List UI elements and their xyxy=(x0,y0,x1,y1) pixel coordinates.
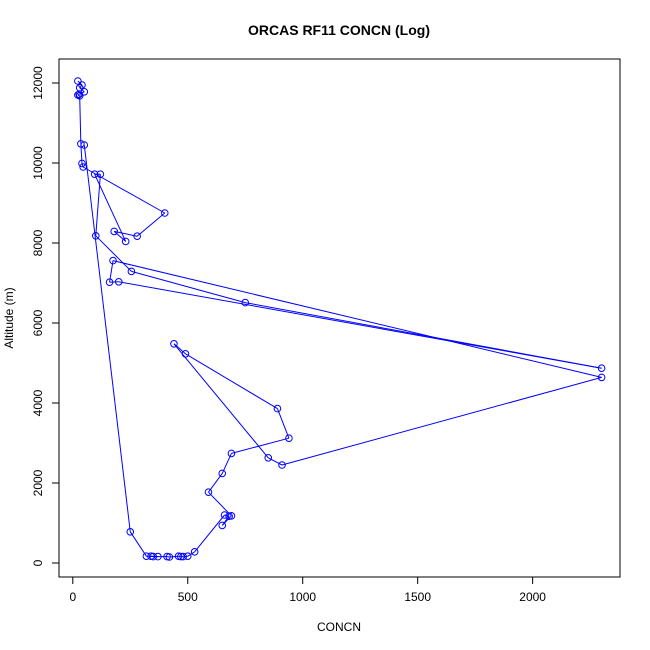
series-points xyxy=(74,77,606,561)
x-tick-label: 0 xyxy=(69,590,76,604)
series-segment xyxy=(221,515,230,526)
plot-frame xyxy=(58,58,621,578)
data-point xyxy=(142,552,151,561)
data-point xyxy=(273,404,282,413)
data-point xyxy=(597,373,606,382)
data-point xyxy=(133,232,141,240)
series-segment xyxy=(95,174,101,236)
data-point xyxy=(170,340,178,348)
data-point xyxy=(278,461,286,469)
data-point xyxy=(90,170,99,178)
y-tick-label: 4000 xyxy=(31,389,45,416)
y-tick-label: 0 xyxy=(31,559,45,566)
series-segment xyxy=(112,260,602,378)
data-point xyxy=(225,512,233,521)
data-point xyxy=(597,364,606,373)
series-segment xyxy=(267,457,283,466)
series-segment xyxy=(136,212,166,237)
series-segment xyxy=(281,376,602,466)
data-point xyxy=(80,141,89,149)
data-point xyxy=(163,552,171,561)
data-point xyxy=(105,278,114,287)
data-point xyxy=(126,528,135,536)
series-segment xyxy=(113,231,127,242)
data-point xyxy=(75,92,84,100)
y-tick-label: 12000 xyxy=(31,66,45,100)
y-axis: 0 2000 4000 6000 8000 10000 12000 xyxy=(31,66,60,566)
series-segment xyxy=(187,551,195,557)
data-point xyxy=(241,298,250,307)
y-tick-label: 10000 xyxy=(31,146,45,180)
data-point xyxy=(179,552,187,561)
data-point xyxy=(109,256,117,265)
x-axis: 0 500 1000 1500 2000 xyxy=(69,576,546,604)
data-point xyxy=(181,350,190,358)
data-point xyxy=(79,163,87,171)
series-segment xyxy=(77,80,83,86)
data-point xyxy=(127,267,136,276)
data-point xyxy=(77,140,85,148)
series-segment xyxy=(276,408,290,439)
y-tick-label: 8000 xyxy=(31,229,45,256)
series-lines xyxy=(77,80,602,558)
series-segment xyxy=(83,144,131,532)
series-segment xyxy=(114,230,138,237)
data-point xyxy=(74,77,82,85)
x-axis-label: CONCN xyxy=(317,620,361,634)
data-point xyxy=(174,552,183,561)
series-segment xyxy=(169,555,179,558)
data-point xyxy=(220,511,229,519)
x-tick-label: 1500 xyxy=(404,590,431,604)
data-point xyxy=(110,227,118,236)
x-tick-label: 1000 xyxy=(289,590,316,604)
series-segment xyxy=(77,94,80,97)
y-axis-label: Altitude (m) xyxy=(2,287,16,348)
data-point xyxy=(264,454,273,462)
x-tick-label: 2000 xyxy=(519,590,546,604)
data-point xyxy=(190,548,199,556)
data-point xyxy=(114,278,123,286)
series-segment xyxy=(95,235,132,272)
series-segment xyxy=(194,514,225,553)
data-point xyxy=(78,159,86,168)
x-tick-label: 500 xyxy=(178,590,198,604)
data-point xyxy=(227,449,236,458)
series-segment xyxy=(129,531,147,557)
data-point xyxy=(285,434,293,443)
series-segment xyxy=(118,281,602,369)
series-segment xyxy=(79,95,82,144)
y-tick-label: 6000 xyxy=(31,309,45,336)
series-segment xyxy=(173,343,186,355)
series-segment xyxy=(173,343,269,459)
series-segment xyxy=(185,353,278,410)
data-point xyxy=(91,232,100,240)
data-point xyxy=(154,552,162,561)
data-point xyxy=(218,469,227,478)
series-segment xyxy=(208,473,223,493)
data-point xyxy=(204,488,213,497)
data-point xyxy=(218,521,227,530)
series-segment xyxy=(208,491,232,517)
series-segment xyxy=(131,270,246,304)
y-tick-label: 2000 xyxy=(31,469,45,496)
data-point xyxy=(121,237,130,246)
data-point xyxy=(160,209,169,217)
data-point xyxy=(96,170,105,178)
chart-title: ORCAS RF11 CONCN (Log) xyxy=(248,22,430,38)
series-segment xyxy=(231,437,290,454)
